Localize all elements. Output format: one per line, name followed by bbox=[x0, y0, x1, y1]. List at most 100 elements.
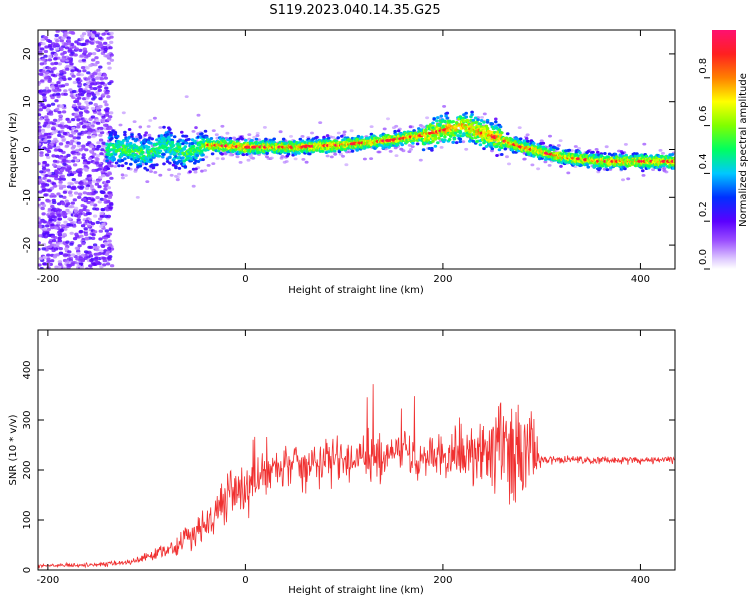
spectrogram-cell bbox=[77, 220, 83, 225]
spectrogram-cell bbox=[78, 48, 83, 53]
spectrogram-cell bbox=[451, 120, 456, 124]
spectrogram-cell bbox=[58, 78, 63, 82]
spectrogram-cell bbox=[518, 137, 523, 141]
spectrogram-cell bbox=[58, 171, 63, 175]
spectrogram-cell bbox=[38, 241, 41, 245]
spectrogram-cell bbox=[48, 110, 54, 114]
spectrogram-cell bbox=[478, 143, 483, 147]
spectrogram-cell bbox=[548, 134, 552, 138]
spectrogram-cell bbox=[80, 66, 86, 70]
spectrogram-cell bbox=[505, 132, 510, 136]
spectrogram-cell bbox=[555, 147, 560, 151]
spectrogram-cell bbox=[149, 170, 153, 173]
spectrogram-cell bbox=[68, 193, 74, 197]
spectrogram-cell bbox=[56, 165, 62, 169]
spectrogram-cell bbox=[105, 262, 111, 266]
spectrogram-cell bbox=[100, 208, 106, 212]
spectrogram-cell bbox=[108, 126, 113, 130]
spectrogram-cell bbox=[81, 32, 87, 36]
spectrogram-cell bbox=[93, 246, 98, 250]
spectrogram-cell bbox=[92, 30, 97, 34]
spectrogram-cell bbox=[547, 164, 552, 167]
spectrogram-cell bbox=[57, 236, 62, 240]
spectrogram-cell bbox=[517, 126, 522, 129]
spectrogram-cell bbox=[539, 139, 544, 143]
spectrogram-cell bbox=[38, 197, 41, 202]
spectrogram-cell bbox=[415, 142, 420, 146]
spectrogram-cell bbox=[89, 145, 95, 149]
spectrogram-cell bbox=[433, 144, 438, 148]
spectrogram-cell bbox=[50, 67, 55, 71]
spectrogram-cell bbox=[293, 157, 298, 161]
spectrogram-cell bbox=[310, 131, 314, 135]
spectrogram-cell bbox=[39, 62, 44, 66]
spectrogram-cell bbox=[41, 212, 46, 216]
spectrogram-cell bbox=[107, 243, 113, 247]
spectrogram-cell bbox=[578, 151, 582, 155]
spectrogram-cell bbox=[91, 135, 96, 139]
spectrogram-cell bbox=[67, 120, 72, 124]
spectrogram-cell bbox=[525, 133, 530, 137]
spectrogram-cell bbox=[69, 182, 74, 186]
spectrogram-cell bbox=[76, 123, 81, 127]
spectrogram-cell bbox=[203, 169, 208, 172]
spectrogram-cell bbox=[623, 143, 628, 146]
spectrogram-cell bbox=[175, 178, 180, 182]
spectrogram-cell bbox=[83, 256, 88, 260]
spectrogram-cell bbox=[43, 235, 48, 239]
spectrogram-cell bbox=[62, 195, 67, 199]
spectrogram-cell bbox=[247, 133, 252, 137]
spectrogram-cell bbox=[49, 47, 54, 51]
spectrogram-cell bbox=[400, 143, 405, 147]
spectrogram-cell bbox=[505, 155, 509, 159]
spectrogram-cell bbox=[301, 158, 306, 161]
spectrogram-cell bbox=[38, 178, 43, 182]
spectrogram-cell bbox=[58, 114, 63, 118]
spectrogram-cell bbox=[82, 124, 87, 128]
spectrogram-cell bbox=[38, 108, 43, 112]
spectrogram-cell bbox=[485, 120, 490, 124]
spectrogram-cell bbox=[101, 115, 106, 119]
spectrogram-cell bbox=[436, 116, 440, 120]
spectrogram-cell bbox=[120, 176, 125, 180]
spectrogram-cell bbox=[64, 46, 70, 50]
spectrogram-cell bbox=[113, 131, 118, 134]
spectrogram-cell bbox=[556, 144, 561, 147]
spectrogram-cell bbox=[38, 225, 43, 229]
spectrogram-cell bbox=[90, 198, 95, 202]
spectrogram-cell bbox=[93, 63, 98, 67]
spectrogram-cell bbox=[252, 136, 257, 139]
spectrogram-cell bbox=[255, 131, 260, 135]
spectrogram-cell bbox=[63, 212, 68, 216]
spectrogram-cell bbox=[99, 249, 104, 253]
spectrogram-cell bbox=[95, 34, 100, 38]
spectrogram-cell bbox=[54, 47, 60, 51]
spectrogram-cell bbox=[96, 121, 101, 125]
spectrogram-cell bbox=[53, 174, 59, 178]
spectrogram-cell bbox=[47, 135, 52, 139]
spectrogram-cell bbox=[93, 87, 98, 91]
spectrogram-cell bbox=[56, 221, 61, 225]
spectrogram-cell bbox=[81, 146, 86, 150]
spectrogram-cell bbox=[189, 152, 194, 156]
spectrogram-cell bbox=[480, 116, 484, 119]
spectrogram-cell bbox=[103, 187, 108, 191]
spectrogram-cell bbox=[46, 155, 51, 159]
spectrogram-cell bbox=[60, 174, 65, 178]
spectrogram-cell bbox=[76, 141, 81, 145]
spectrogram-cell bbox=[57, 233, 63, 237]
spectrogram-cell bbox=[90, 74, 95, 79]
spectrogram-cell bbox=[662, 167, 667, 170]
spectrogram-cell bbox=[53, 226, 59, 230]
spectrogram-cell bbox=[93, 72, 98, 76]
spectrogram-cell bbox=[56, 192, 61, 196]
spectrogram-cell bbox=[454, 141, 459, 145]
spectrogram-cell bbox=[49, 70, 54, 74]
spectrogram-cell bbox=[567, 148, 572, 152]
spectrogram-cell bbox=[61, 110, 67, 114]
spectrogram-cell bbox=[58, 247, 63, 251]
spectrogram-cell bbox=[100, 118, 105, 122]
spectrogram-cell bbox=[145, 168, 150, 172]
spectrogram-cell bbox=[46, 221, 51, 225]
spectrogram-cell bbox=[497, 128, 502, 132]
